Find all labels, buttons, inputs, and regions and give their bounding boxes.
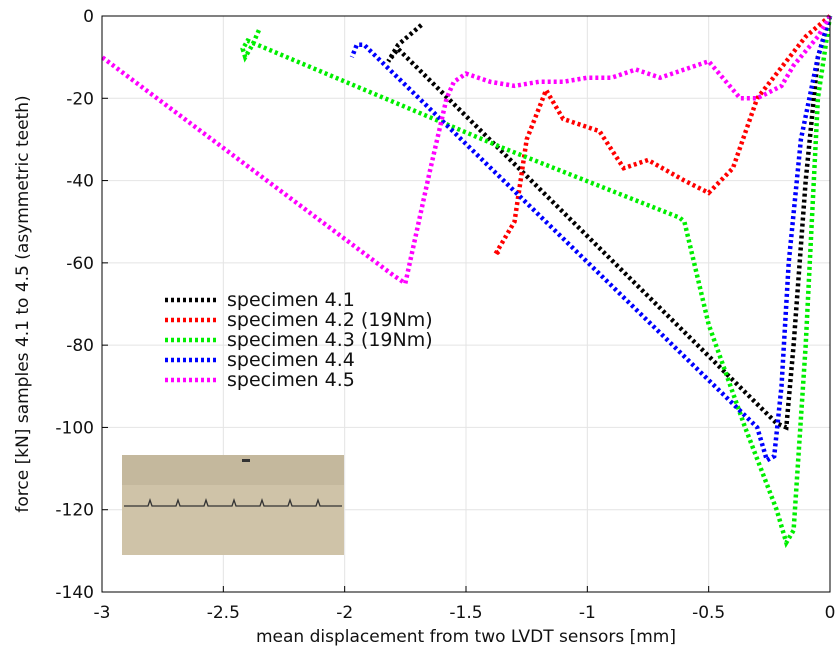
series-line (100, 14, 832, 288)
y-tick-label: -40 (66, 172, 94, 192)
y-tick-label: -80 (66, 336, 94, 356)
legend-label: specimen 4.4 (227, 349, 355, 371)
series-line (386, 15, 833, 431)
y-tick-label: 0 (83, 7, 94, 27)
y-tick-label: -140 (55, 583, 94, 603)
y-tick-label: -120 (55, 501, 94, 521)
y-tick-label: -60 (66, 254, 94, 274)
grid (101, 15, 831, 593)
x-tick-label: -1.5 (449, 603, 482, 623)
x-tick-label: 0 (825, 603, 836, 623)
y-tick-label: -100 (55, 418, 94, 438)
x-tick-label: -2.5 (207, 603, 240, 623)
series-line (493, 14, 832, 257)
x-tick-label: -3 (94, 603, 111, 623)
y-axis-label: force [kN] samples 4.1 to 4.5 (asymmetri… (13, 95, 33, 512)
photo-spot (242, 459, 250, 462)
series-line (349, 15, 833, 464)
legend-label: specimen 4.1 (227, 289, 355, 311)
x-axis-label: mean displacement from two LVDT sensors … (256, 627, 676, 647)
photo-teeth (124, 497, 342, 507)
photo-shade (122, 455, 344, 485)
y-tick-label: -20 (66, 89, 94, 109)
x-tick-label: -0.5 (692, 603, 725, 623)
x-tick-label: -1 (579, 603, 596, 623)
lines (100, 14, 833, 549)
legend-label: specimen 4.2 (19Nm) (227, 309, 433, 331)
x-tick-label: -2 (336, 603, 353, 623)
inset-photo (122, 455, 344, 555)
legend-label: specimen 4.3 (19Nm) (227, 329, 433, 351)
legend-label: specimen 4.5 (227, 369, 355, 391)
